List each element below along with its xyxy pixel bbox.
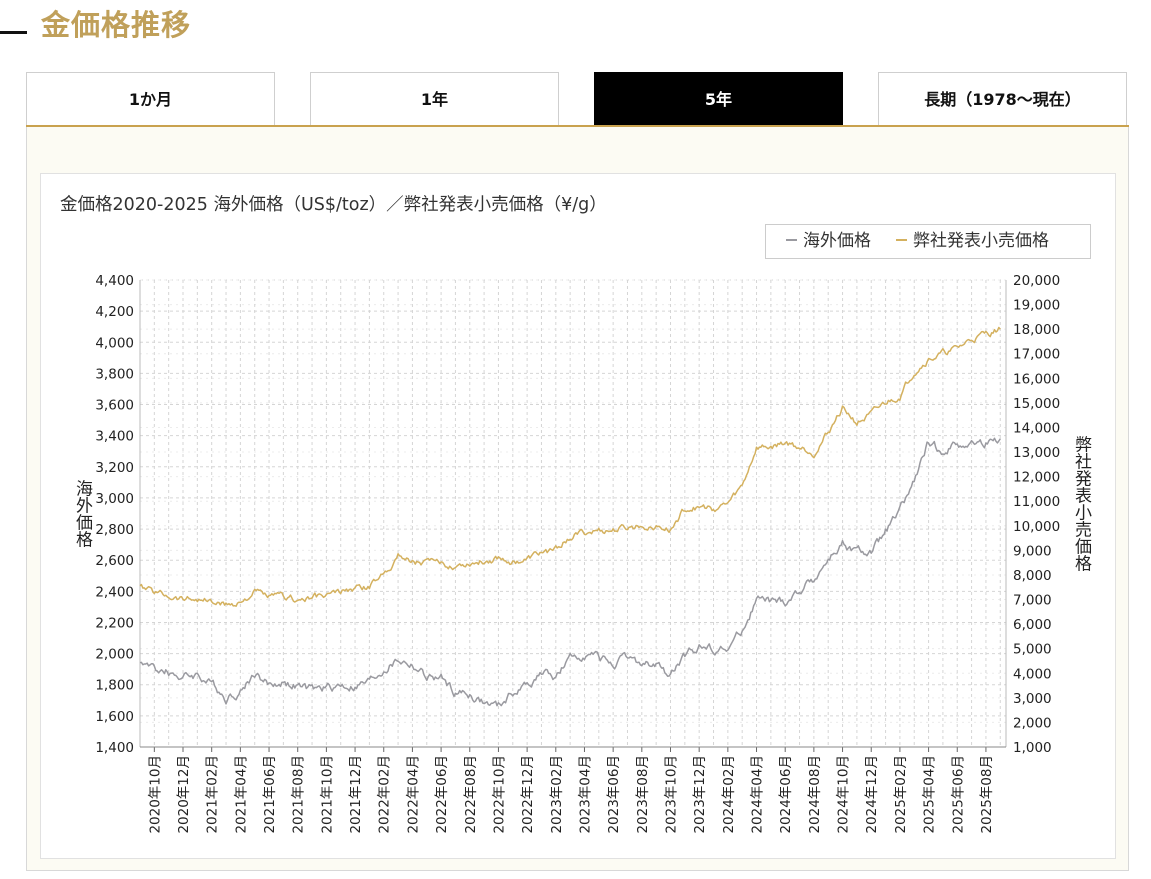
tab-underline xyxy=(26,125,1129,127)
legend-swatch-retail xyxy=(896,239,907,241)
x-tick-label: 2023年06月 xyxy=(606,755,622,834)
y-tick-label-left: 4,000 xyxy=(95,335,134,351)
x-tick-label: 2024年08月 xyxy=(807,755,823,834)
y-tick-label-left: 2,200 xyxy=(95,615,134,631)
y-tick-label-right: 2,000 xyxy=(1013,715,1052,731)
y-tick-label-right: 15,000 xyxy=(1013,396,1060,412)
x-tick-label: 2021年10月 xyxy=(319,755,335,834)
y-tick-label-right: 8,000 xyxy=(1013,568,1052,584)
y-tick-label-right: 13,000 xyxy=(1013,445,1060,461)
y-axis-title-left: 海外価格 xyxy=(72,479,93,547)
heading-accent-bar xyxy=(0,31,27,34)
x-tick-label: 2022年12月 xyxy=(520,755,536,834)
y-axis-title-right: 弊社発表小売価格 xyxy=(1071,435,1092,571)
y-tick-label-right: 1,000 xyxy=(1013,740,1052,756)
y-tick-label-right: 14,000 xyxy=(1013,420,1060,436)
x-tick-label: 2023年02月 xyxy=(549,755,565,834)
tab-1-year[interactable]: 1年 xyxy=(310,72,559,125)
tab-5-years[interactable]: 5年 xyxy=(594,72,843,125)
y-tick-label-left: 2,000 xyxy=(95,647,134,663)
y-tick-label-right: 7,000 xyxy=(1013,593,1052,609)
period-tabs: 1か月 1年 5年 長期（1978～現在） xyxy=(26,72,1129,128)
x-tick-label: 2022年08月 xyxy=(463,755,479,834)
x-tick-label: 2021年12月 xyxy=(348,755,364,834)
y-tick-label-right: 4,000 xyxy=(1013,666,1052,682)
x-tick-label: 2023年12月 xyxy=(692,755,708,834)
y-tick-label-left: 1,800 xyxy=(95,678,134,694)
x-tick-label: 2024年06月 xyxy=(778,755,794,834)
legend-swatch-overseas xyxy=(786,239,797,241)
legend-item-overseas[interactable]: 海外価格 xyxy=(786,225,871,258)
x-tick-label: 2023年08月 xyxy=(635,755,651,834)
x-tick-label: 2022年10月 xyxy=(491,755,507,834)
page-title: 金価格推移 xyxy=(41,8,192,42)
x-tick-label: 2022年02月 xyxy=(377,755,393,834)
x-tick-label: 2022年04月 xyxy=(405,755,421,834)
x-tick-label: 2021年06月 xyxy=(262,755,278,834)
y-tick-label-left: 3,800 xyxy=(95,366,134,382)
x-tick-label: 2020年10月 xyxy=(147,755,163,834)
y-tick-label-left: 3,000 xyxy=(95,491,134,507)
y-tick-label-left: 2,600 xyxy=(95,553,134,569)
x-tick-label: 2024年10月 xyxy=(836,755,852,834)
y-tick-label-right: 9,000 xyxy=(1013,543,1052,559)
y-tick-label-left: 1,600 xyxy=(95,709,134,725)
plot-area xyxy=(140,280,1006,747)
x-tick-label: 2023年10月 xyxy=(663,755,679,834)
y-tick-label-right: 6,000 xyxy=(1013,617,1052,633)
y-tick-label-right: 3,000 xyxy=(1013,691,1052,707)
y-tick-label-right: 12,000 xyxy=(1013,470,1060,486)
y-tick-label-left: 2,400 xyxy=(95,584,134,600)
y-tick-label-right: 18,000 xyxy=(1013,322,1060,338)
chart-title: 金価格2020-2025 海外価格（US$/toz）／弊社発表小売価格（¥/g） xyxy=(60,195,607,215)
x-tick-label: 2022年06月 xyxy=(434,755,450,834)
x-tick-label: 2024年04月 xyxy=(750,755,766,834)
x-tick-label: 2025年08月 xyxy=(979,755,995,834)
x-tick-label: 2021年04月 xyxy=(233,755,249,834)
legend-label-overseas: 海外価格 xyxy=(803,231,871,251)
series-line-overseas xyxy=(139,437,1001,707)
legend-item-retail[interactable]: 弊社発表小売価格 xyxy=(896,225,1049,258)
y-tick-label-right: 10,000 xyxy=(1013,519,1060,535)
y-tick-label-right: 19,000 xyxy=(1013,298,1060,314)
tab-1-month[interactable]: 1か月 xyxy=(26,72,275,125)
y-tick-label-right: 5,000 xyxy=(1013,642,1052,658)
x-tick-label: 2025年02月 xyxy=(893,755,909,834)
x-tick-label: 2021年08月 xyxy=(291,755,307,834)
y-tick-label-right: 20,000 xyxy=(1013,273,1060,289)
y-tick-label-left: 2,800 xyxy=(95,522,134,538)
y-tick-label-left: 3,200 xyxy=(95,460,134,476)
y-tick-label-left: 4,400 xyxy=(95,273,134,289)
y-tick-label-right: 16,000 xyxy=(1013,371,1060,387)
y-tick-label-right: 11,000 xyxy=(1013,494,1060,510)
x-tick-label: 2025年06月 xyxy=(950,755,966,834)
legend-label-retail: 弊社発表小売価格 xyxy=(913,231,1049,251)
x-tick-label: 2023年04月 xyxy=(577,755,593,834)
x-tick-label: 2024年02月 xyxy=(721,755,737,834)
y-tick-label-left: 3,600 xyxy=(95,398,134,414)
x-tick-label: 2021年02月 xyxy=(205,755,221,834)
tab-long-term[interactable]: 長期（1978～現在） xyxy=(878,72,1127,125)
x-tick-label: 2020年12月 xyxy=(176,755,192,834)
y-tick-label-left: 3,400 xyxy=(95,429,134,445)
series-line-retail xyxy=(139,326,1001,607)
x-tick-label: 2024年12月 xyxy=(864,755,880,834)
x-tick-label: 2025年04月 xyxy=(922,755,938,834)
chart-legend: 海外価格 弊社発表小売価格 xyxy=(765,224,1091,259)
y-tick-label-left: 1,400 xyxy=(95,740,134,756)
section-heading: 金価格推移 xyxy=(0,0,400,46)
y-tick-label-right: 17,000 xyxy=(1013,347,1060,363)
y-tick-label-left: 4,200 xyxy=(95,304,134,320)
